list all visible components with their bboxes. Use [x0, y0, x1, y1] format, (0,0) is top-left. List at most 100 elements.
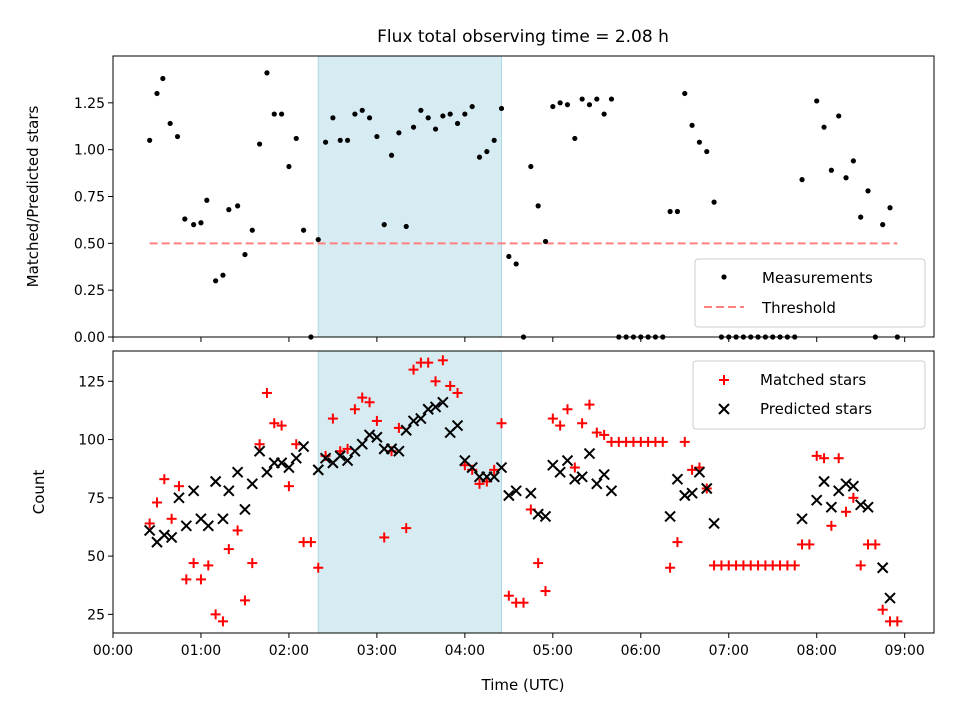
- measurement-point: [828, 167, 834, 173]
- predicted-star-point: [371, 431, 383, 443]
- matched-star-point: [223, 544, 234, 555]
- matched-star-point: [357, 392, 368, 403]
- measurement-point: [182, 216, 188, 222]
- x-tick-label: 02:00: [269, 643, 309, 659]
- predicted-star-point: [525, 487, 537, 499]
- matched-star-point: [841, 506, 852, 517]
- predicted-star-point: [165, 531, 178, 544]
- measurement-point: [322, 139, 329, 145]
- measurement-point: [204, 197, 210, 203]
- predicted-star-point: [701, 482, 713, 495]
- count-y-ticks: 25 50 75 100 125: [78, 374, 113, 623]
- measurement-point: [249, 227, 255, 233]
- matched-star-point: [518, 597, 529, 608]
- legend-measurements-marker: [721, 274, 727, 280]
- predicted-star-point: [334, 450, 346, 462]
- predicted-star-point: [275, 457, 288, 469]
- measurement-point: [586, 102, 593, 108]
- measurement-point: [418, 107, 424, 113]
- measurement-point: [674, 208, 681, 215]
- matched-star-point: [349, 404, 360, 415]
- predicted-star-point: [671, 473, 684, 485]
- measurement-point: [711, 199, 717, 205]
- matched-star-point: [291, 439, 302, 450]
- predicted-star-point: [854, 499, 867, 511]
- measurement-point: [865, 188, 871, 194]
- x-tick-label: 05:00: [533, 643, 573, 659]
- legend-box: [694, 258, 926, 328]
- matched-star-point: [789, 560, 800, 571]
- matched-star-point: [203, 560, 214, 571]
- measurement-point: [410, 124, 417, 130]
- predicted-star-point: [231, 466, 244, 478]
- matched-star-point: [261, 387, 272, 398]
- legend-predicted-label: Predicted stars: [760, 400, 872, 418]
- measurement-point: [366, 115, 373, 121]
- matched-star-point: [408, 364, 419, 375]
- measurement-point: [469, 103, 475, 110]
- x-tick-label: 06:00: [621, 643, 661, 659]
- matched-star-point: [496, 418, 507, 429]
- predicted-star-point: [605, 485, 618, 497]
- predicted-star-point: [437, 396, 449, 408]
- predicted-star-point: [246, 478, 258, 490]
- matched-star-point: [254, 439, 265, 450]
- predicted-star-point: [385, 443, 398, 455]
- x-tick-label: 00:00: [93, 643, 133, 659]
- matched-star-point: [195, 574, 206, 585]
- count-points: [143, 355, 903, 627]
- observing-window-shade-lower: [317, 350, 503, 634]
- measurement-point: [381, 222, 387, 228]
- predicted-star-point: [591, 478, 603, 490]
- matched-star-point: [848, 492, 859, 503]
- predicted-star-point: [363, 429, 376, 441]
- count-legend: Matched stars Predicted stars: [692, 360, 926, 430]
- measurement-point: [513, 261, 519, 267]
- predicted-star-point: [825, 501, 838, 513]
- predicted-star-point: [693, 466, 706, 478]
- predicted-star-point: [158, 529, 171, 541]
- measurement-point: [337, 137, 343, 143]
- measurement-point: [257, 141, 263, 147]
- measurement-point: [388, 152, 395, 158]
- ratio-y-ticks: 0.00 0.25 0.50 0.75 1.00 1.25: [74, 96, 113, 346]
- measurement-point: [542, 238, 549, 245]
- measurement-point: [235, 203, 241, 209]
- matched-star-point: [679, 436, 690, 447]
- count-x-ticks: 00:00 01:00 02:00 03:00 04:00 05:00 06:00 07:00…: [93, 633, 925, 659]
- predicted-star-point: [884, 592, 896, 604]
- measurement-point: [278, 111, 285, 117]
- measurement-point: [462, 111, 468, 117]
- ratio-legend: Measurements Threshold: [694, 258, 926, 328]
- matched-star-point: [687, 464, 698, 475]
- predicted-star-point: [451, 419, 464, 432]
- measurement-point: [667, 208, 673, 215]
- predicted-star-point: [187, 485, 200, 497]
- measurement-point: [315, 236, 321, 243]
- y-tick-label: 75: [87, 491, 105, 507]
- predicted-star-point: [561, 454, 574, 467]
- predicted-star-point: [539, 510, 552, 523]
- measurement-point: [535, 203, 541, 209]
- matched-star-point: [283, 481, 294, 492]
- measurement-point: [242, 251, 248, 258]
- x-tick-label: 07:00: [709, 643, 749, 659]
- matched-star-point: [151, 497, 162, 508]
- matched-star-point: [591, 427, 602, 438]
- measurement-point: [198, 220, 204, 226]
- x-tick-label: 04:00: [445, 643, 485, 659]
- legend-matched-label: Matched stars: [760, 371, 866, 389]
- predicted-star-point: [209, 475, 222, 488]
- matched-star-point: [555, 420, 566, 431]
- predicted-star-point: [202, 520, 215, 532]
- matched-star-point: [181, 574, 192, 585]
- matched-star-point: [393, 422, 404, 433]
- y-tick-label: 0.75: [74, 190, 105, 206]
- chart-title: Flux total observing time = 2.08 h: [377, 27, 669, 47]
- matched-star-point: [819, 453, 830, 464]
- matched-star-point: [665, 562, 676, 573]
- measurement-point: [226, 207, 232, 213]
- measurement-point: [271, 111, 277, 117]
- y-tick-label: 0.00: [74, 330, 105, 346]
